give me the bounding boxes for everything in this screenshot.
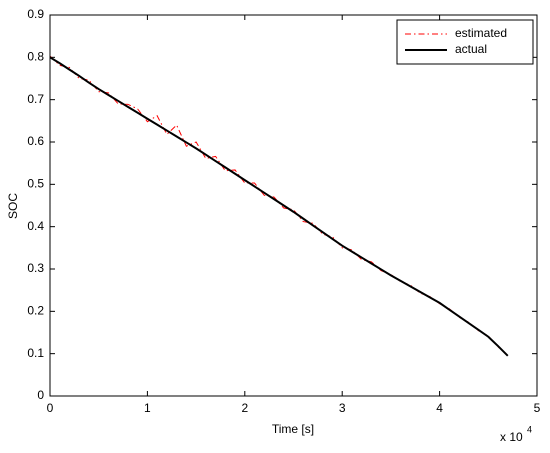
series-line — [49, 56, 509, 357]
y-tick-label: 0.1 — [27, 346, 44, 360]
y-tick-label: 0.6 — [27, 134, 44, 148]
y-tick-label: 0.9 — [27, 7, 44, 21]
x-tick-label: 2 — [241, 401, 248, 415]
y-tick-label: 0.3 — [27, 261, 44, 275]
x-axis-label: Time [s] — [272, 422, 314, 436]
axes-box — [49, 14, 538, 397]
x-tick-label: 0 — [47, 401, 54, 415]
y-tick-label: 0 — [37, 388, 44, 402]
x-tick-label: 1 — [144, 401, 151, 415]
legend-label: actual — [455, 42, 487, 56]
x-tick-label: 5 — [534, 401, 541, 415]
y-axis-label: SOC — [6, 193, 20, 219]
y-tick-label: 0.7 — [27, 92, 44, 106]
y-tick-label: 0.2 — [27, 304, 44, 318]
y-tick-label: 0.5 — [27, 177, 44, 191]
legend-label: estimated — [455, 26, 507, 40]
plot-area — [50, 15, 537, 396]
x-tick-label: 3 — [339, 401, 346, 415]
legend-box — [396, 19, 534, 65]
series-line — [49, 55, 509, 356]
x-multiplier-exponent: 4 — [527, 424, 532, 434]
x-multiplier: x 10 — [500, 430, 523, 444]
x-tick-label: 4 — [436, 401, 443, 415]
y-tick-label: 0.8 — [27, 50, 44, 64]
y-tick-label: 0.4 — [27, 219, 44, 233]
